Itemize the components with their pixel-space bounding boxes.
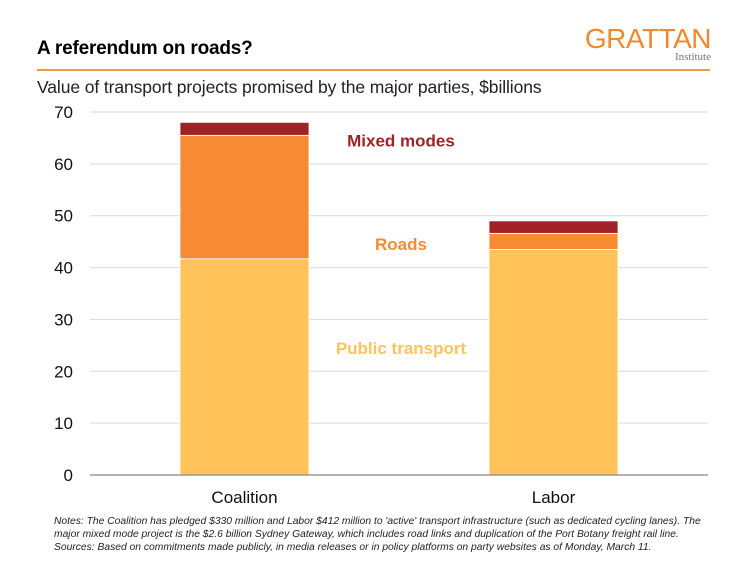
x-tick-label-coalition: Coalition [211, 488, 277, 507]
y-tick-label: 40 [54, 259, 73, 278]
series-label-roads: Roads [375, 235, 427, 254]
sources-text: Sources: Based on commitments made publi… [54, 542, 652, 553]
y-tick-label: 50 [54, 207, 73, 226]
series-label-public-transport: Public transport [336, 339, 467, 358]
chart-title: A referendum on roads? [37, 38, 253, 59]
bar-coalition-roads [179, 134, 310, 260]
y-tick-label: 10 [54, 414, 73, 433]
y-axis-ticks: 0 10 20 30 40 50 60 70 [54, 103, 73, 485]
bar-labor-mixed-modes [488, 220, 619, 234]
x-tick-label-labor: Labor [532, 488, 576, 507]
y-tick-label: 20 [54, 362, 73, 381]
y-tick-label: 0 [64, 466, 73, 485]
bars [179, 121, 619, 476]
bar-coalition-mixed-modes [179, 121, 310, 136]
series-label-mixed-modes: Mixed modes [347, 132, 455, 151]
y-tick-label: 60 [54, 155, 73, 174]
y-tick-label: 70 [54, 103, 73, 122]
bar-coalition-public-transport [179, 258, 310, 476]
grattan-logo: GRATTAN Institute [584, 23, 712, 63]
series-labels: Public transport Roads Mixed modes [336, 132, 467, 358]
y-tick-label: 30 [54, 310, 73, 329]
logo-subtitle: Institute [674, 51, 711, 63]
title-divider [37, 69, 710, 71]
bar-labor-roads [488, 232, 619, 250]
logo-wordmark: GRATTAN [584, 23, 712, 54]
notes-block: Notes: The Coalition has pledged $330 mi… [54, 515, 714, 554]
x-axis-ticks: Coalition Labor [211, 488, 575, 507]
chart-subtitle: Value of transport projects promised by … [37, 77, 542, 97]
bar-labor-public-transport [488, 249, 619, 476]
notes-text: Notes: The Coalition has pledged $330 mi… [54, 516, 701, 540]
